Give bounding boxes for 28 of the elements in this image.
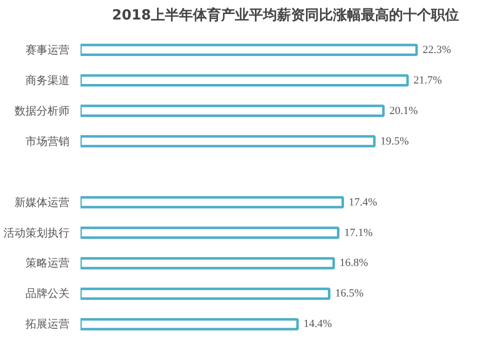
y-tick-label: 商务渠道 bbox=[26, 74, 70, 87]
y-tick-label: 赛事运营 bbox=[26, 43, 70, 56]
data-label: 16.5% bbox=[335, 288, 364, 300]
bar bbox=[80, 44, 418, 56]
data-label: 19.5% bbox=[380, 135, 409, 148]
bar bbox=[80, 135, 376, 148]
data-label: 20.1% bbox=[389, 104, 418, 117]
bar bbox=[80, 74, 409, 86]
bar bbox=[80, 104, 385, 117]
data-label: 17.4% bbox=[348, 196, 378, 208]
data-label: 21.7% bbox=[414, 74, 442, 86]
y-tick-label: 活动策划执行 bbox=[4, 226, 70, 240]
bar bbox=[80, 196, 344, 208]
bar bbox=[80, 318, 299, 330]
y-tick-label: 策略运营 bbox=[26, 256, 70, 270]
y-tick-label: 数据分析师 bbox=[14, 104, 70, 118]
bar bbox=[80, 257, 335, 270]
bar bbox=[80, 288, 330, 300]
y-tick-label: 新媒体运营 bbox=[14, 196, 70, 209]
y-tick-label: 拓展运营 bbox=[24, 318, 70, 331]
bar bbox=[80, 226, 340, 239]
data-label: 16.8% bbox=[340, 257, 368, 270]
y-tick-label: 市场营销 bbox=[26, 134, 70, 148]
data-label: 17.1% bbox=[344, 226, 373, 239]
data-label: 14.4% bbox=[304, 318, 332, 330]
data-label: 22.3% bbox=[422, 44, 451, 56]
y-tick-label: 品牌公关 bbox=[26, 287, 70, 300]
chart-title: 2018上半年体育产业平均薪资同比涨幅最高的十个职位 bbox=[112, 6, 459, 24]
